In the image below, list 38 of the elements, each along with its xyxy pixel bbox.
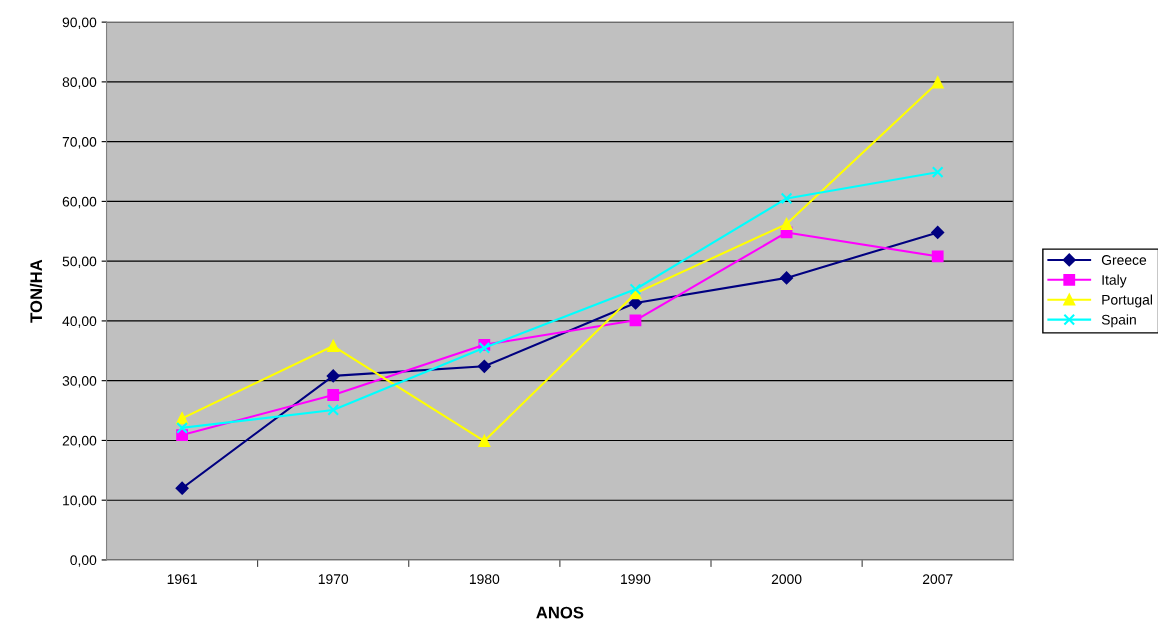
x-axis-title: ANOS bbox=[536, 606, 584, 619]
legend-label: Italy bbox=[1102, 274, 1127, 288]
point bbox=[629, 314, 642, 327]
x-tick-label: 2007 bbox=[922, 574, 953, 585]
point bbox=[477, 359, 491, 373]
point bbox=[327, 404, 340, 416]
point bbox=[780, 192, 793, 205]
point bbox=[176, 421, 188, 434]
point bbox=[931, 76, 944, 89]
y-tick-label: 40,00 bbox=[62, 316, 97, 328]
x-tick-label: 1970 bbox=[318, 574, 349, 585]
legend-label: Greece bbox=[1101, 255, 1147, 265]
x-tick-label: 1980 bbox=[469, 574, 500, 585]
point bbox=[780, 218, 793, 231]
x-tick-label: 2000 bbox=[771, 574, 802, 585]
y-tick-label: 90,00 bbox=[62, 17, 97, 29]
x-tick-label: 1990 bbox=[621, 574, 651, 585]
y-tick-label: 20,00 bbox=[62, 435, 97, 448]
point bbox=[780, 271, 794, 285]
point bbox=[931, 250, 944, 263]
point bbox=[175, 481, 189, 495]
point bbox=[327, 389, 340, 401]
y-tick-label: 50,00 bbox=[62, 256, 97, 268]
legend-label: Spain bbox=[1101, 314, 1136, 328]
y-axis-title: TON/HA bbox=[29, 259, 43, 323]
point bbox=[176, 412, 188, 425]
x-tick-label: 1961 bbox=[167, 574, 197, 585]
point bbox=[326, 369, 340, 383]
y-tick-label: 80,00 bbox=[62, 77, 97, 89]
point bbox=[931, 226, 945, 239]
y-tick-label: 30,00 bbox=[62, 376, 97, 388]
point bbox=[629, 283, 642, 296]
y-tick-label: 70,00 bbox=[62, 136, 97, 149]
y-tick-label: 10,00 bbox=[63, 495, 97, 507]
y-tick-label: 0,00 bbox=[70, 555, 97, 567]
legend-label: Portugal bbox=[1102, 294, 1152, 308]
y-tick-label: 60,00 bbox=[62, 196, 97, 209]
point bbox=[931, 166, 944, 179]
